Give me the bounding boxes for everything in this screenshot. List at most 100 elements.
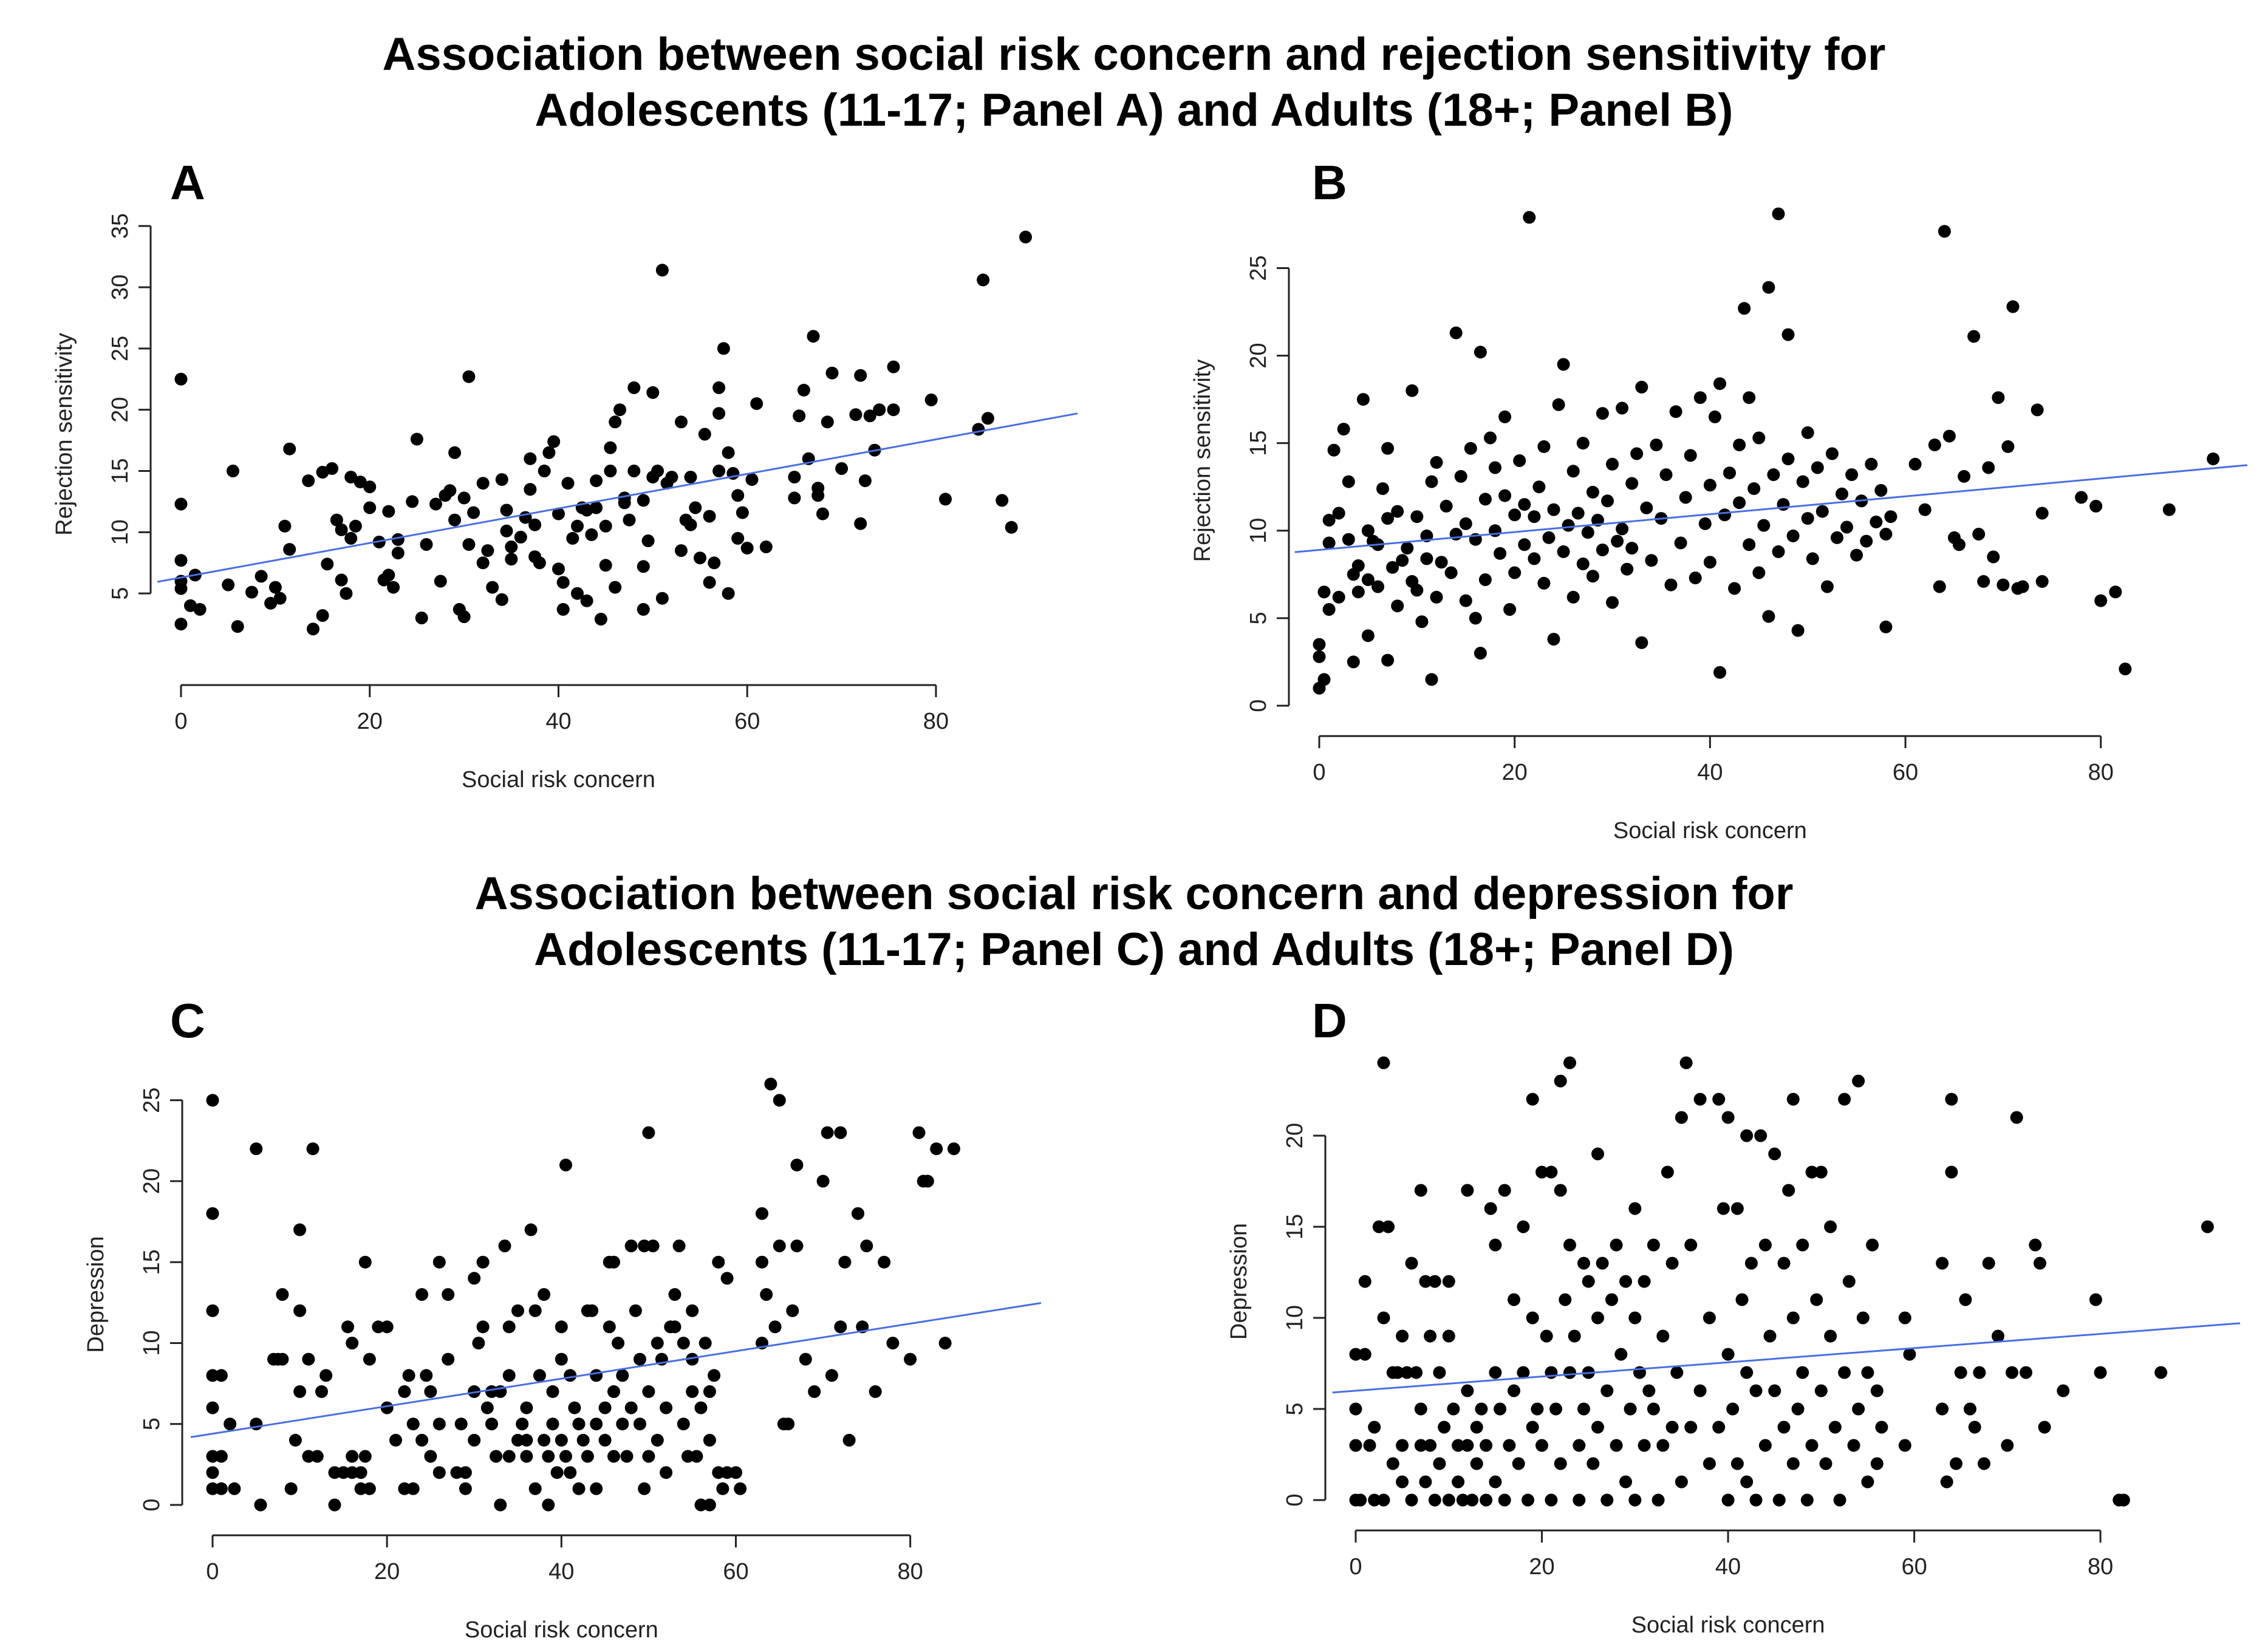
data-point [1494,547,1507,560]
data-point [1576,558,1590,570]
data-point [1605,1293,1618,1306]
data-point [1757,519,1771,532]
data-point [1363,1439,1376,1452]
data-point [1517,1366,1530,1379]
data-point [1730,1202,1744,1215]
data-point [472,1337,485,1349]
data-point [712,407,726,420]
data-point [694,1498,708,1512]
data-point [607,1255,620,1269]
data-point [206,1369,219,1382]
data-point [1498,1184,1511,1197]
data-point [457,610,471,623]
data-point [745,473,759,486]
data-point [1675,1475,1688,1489]
data-point [1740,1129,1754,1142]
data-point [1824,1329,1837,1343]
data-point [1850,548,1863,562]
y-tick-label: 25 [1246,255,1271,281]
data-point [1435,556,1448,569]
data-point [1968,1421,1981,1434]
data-point [1752,566,1766,579]
data-point [1566,590,1580,604]
data-point [486,581,499,594]
data-point [2089,499,2103,513]
data-point [1865,457,1878,471]
data-point [1942,429,1956,443]
data-point [1591,1311,1604,1325]
data-point [854,369,867,382]
data-point [505,553,518,566]
data-point [1945,1165,1958,1179]
data-point [538,465,551,477]
data-point [860,1240,873,1252]
data-point [816,1175,830,1188]
data-point [2035,507,2049,520]
x-tick-label: 20 [374,1559,400,1584]
data-point [524,483,537,496]
data-point [1478,493,1492,506]
data-point [904,1352,917,1366]
data-point [330,513,343,527]
data-point [344,531,358,545]
data-point [1884,510,1897,524]
data-point [740,542,754,554]
data-point [981,412,994,425]
panel-label-a: A [170,155,205,210]
data-point [450,1466,463,1479]
data-point [1630,447,1644,460]
data-point [1425,475,1438,488]
data-point [1489,461,1501,474]
y-axis-label: Depression [83,1236,109,1352]
data-point [547,435,561,448]
data-point [1801,512,1814,525]
data-point [2089,1293,2102,1306]
data-point [1327,443,1341,457]
data-point [174,618,188,631]
data-point [977,273,990,287]
data-point [354,476,367,489]
data-point [1464,442,1477,455]
data-point [786,1304,799,1317]
data-point [380,1320,394,1334]
data-point [1669,405,1682,418]
y-tick-label: 0 [1246,699,1271,712]
data-point [538,1288,551,1301]
data-point [1814,1384,1828,1397]
data-point [1563,1238,1576,1252]
data-point [1377,1056,1390,1069]
data-point [1721,1348,1735,1361]
data-point [1600,1384,1614,1397]
data-point [1410,584,1424,597]
data-point [454,1417,468,1431]
data-point [410,432,423,446]
data-point [1503,1439,1516,1452]
data-point [1712,1421,1726,1434]
x-tick-label: 60 [734,709,760,734]
data-point [1805,1439,1819,1452]
x-tick-label: 40 [1715,1554,1741,1580]
data-point [1733,438,1746,452]
data-point [1840,520,1853,534]
data-point [1371,580,1384,593]
data-point [1777,1421,1791,1434]
data-point [227,465,239,477]
data-point [590,1369,603,1382]
data-point [1743,538,1756,551]
data-point [729,1466,742,1479]
data-point [1861,1366,1874,1379]
data-point [854,517,867,530]
data-point [1452,1475,1465,1489]
data-point [972,423,985,436]
data-point [1351,559,1365,572]
data-point [476,477,490,490]
data-point [759,541,773,553]
data-point [538,1433,551,1447]
data-point [1606,457,1619,471]
data-point [1428,1275,1441,1288]
data-point [1708,410,1721,423]
data-point [1874,484,1888,497]
data-point [598,1401,612,1414]
data-point [1781,328,1795,341]
data-point [276,1352,289,1366]
